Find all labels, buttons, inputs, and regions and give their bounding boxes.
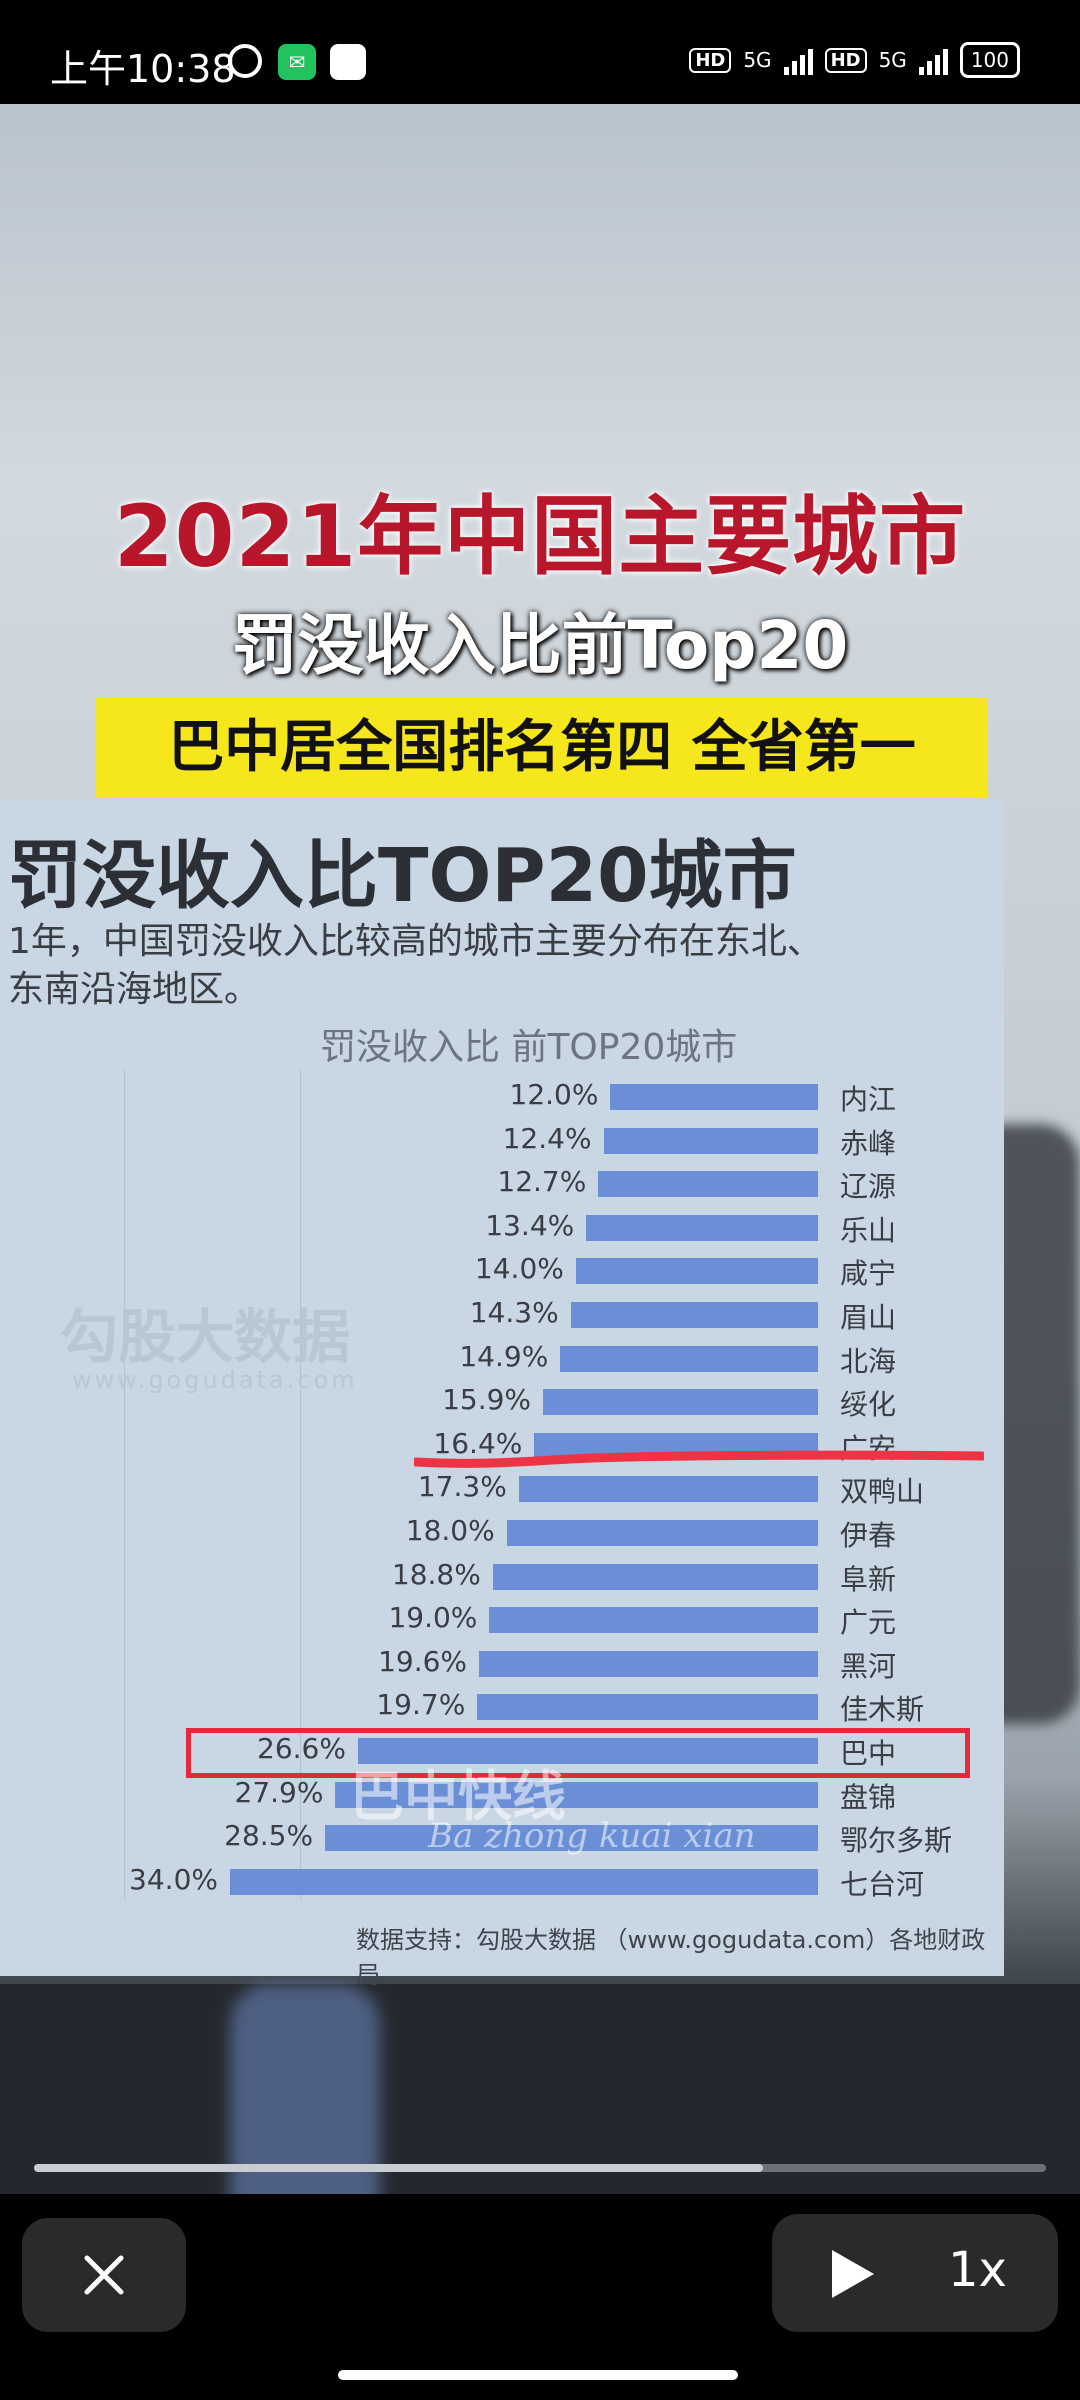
background-floor bbox=[0, 1984, 1080, 2194]
value-label-阜新: 18.8% bbox=[391, 1557, 481, 1591]
value-label-盘锦: 27.9% bbox=[234, 1775, 324, 1809]
status-right-icons: HD 5G HD 5G 100 bbox=[689, 40, 1020, 80]
value-label-广安: 16.4% bbox=[433, 1426, 523, 1460]
bar-辽源 bbox=[598, 1171, 818, 1198]
bar-盘锦 bbox=[335, 1781, 818, 1808]
value-label-眉山: 14.3% bbox=[469, 1296, 559, 1329]
chart-panel: 罚没收入比TOP20城市 1年，中国罚没收入比较高的城市主要分布在东北、 东南沿… bbox=[0, 800, 1004, 1989]
watermark-text: 勾股大数据 bbox=[60, 1303, 351, 1371]
bar-黑河 bbox=[479, 1650, 818, 1677]
category-label-眉山: 眉山 bbox=[840, 1301, 897, 1334]
playback-speed-button[interactable]: 1x bbox=[948, 2242, 1007, 2298]
value-label-内江: 12.0% bbox=[509, 1078, 599, 1111]
watermark-url: www.gogudata.com bbox=[72, 1366, 358, 1394]
bar-双鸭山 bbox=[518, 1476, 818, 1503]
value-label-鄂尔多斯: 28.5% bbox=[224, 1819, 314, 1853]
value-label-北海: 14.9% bbox=[459, 1339, 549, 1373]
bar-内江 bbox=[610, 1084, 818, 1110]
value-label-伊春: 18.0% bbox=[405, 1514, 495, 1547]
close-button[interactable] bbox=[22, 2218, 186, 2332]
bar-广元 bbox=[489, 1607, 818, 1634]
value-label-赤峰: 12.4% bbox=[502, 1121, 592, 1155]
hd-badge: HD bbox=[689, 47, 732, 73]
hd-badge-2: HD bbox=[824, 47, 867, 73]
battery-icon: 100 bbox=[959, 42, 1020, 78]
playback-controls: 1x bbox=[772, 2214, 1058, 2332]
bar-鄂尔多斯 bbox=[325, 1825, 818, 1852]
value-label-辽源: 12.7% bbox=[497, 1165, 587, 1199]
category-label-阜新: 阜新 bbox=[840, 1562, 897, 1596]
category-label-咸宁: 咸宁 bbox=[840, 1257, 897, 1291]
category-label-广元: 广元 bbox=[840, 1606, 897, 1640]
value-label-咸宁: 14.0% bbox=[474, 1252, 564, 1286]
bar-赤峰 bbox=[603, 1127, 818, 1154]
category-label-绥化: 绥化 bbox=[840, 1388, 897, 1422]
value-label-双鸭山: 17.3% bbox=[417, 1470, 507, 1504]
headline-red: 2021年中国主要城市 bbox=[113, 487, 967, 587]
category-label-赤峰: 赤峰 bbox=[840, 1126, 897, 1160]
bar-绥化 bbox=[543, 1389, 818, 1416]
highlight-box bbox=[186, 1728, 970, 1778]
video-progress-bar[interactable] bbox=[34, 2164, 1046, 2172]
bar-七台河 bbox=[230, 1868, 818, 1895]
category-label-辽源: 辽源 bbox=[840, 1170, 897, 1204]
chart-title: 罚没收入比 前TOP20城市 bbox=[320, 1027, 738, 1068]
bar-巴中 bbox=[357, 1738, 818, 1764]
alarm-icon bbox=[228, 44, 262, 78]
category-label-双鸭山: 双鸭山 bbox=[840, 1475, 925, 1509]
category-label-北海: 北海 bbox=[840, 1344, 897, 1378]
data-source: 数据支持：勾股大数据 （www.gogudata.com）各地财政局 bbox=[356, 1926, 986, 1989]
home-indicator[interactable] bbox=[338, 2370, 738, 2380]
value-label-七台河: 34.0% bbox=[129, 1862, 218, 1896]
close-icon bbox=[84, 2255, 124, 2295]
category-label-鄂尔多斯: 鄂尔多斯 bbox=[840, 1824, 953, 1858]
value-label-巴中: 26.6% bbox=[257, 1732, 346, 1765]
bar-眉山 bbox=[570, 1302, 818, 1328]
app-notification-icon bbox=[330, 44, 366, 80]
category-label-盘锦: 盘锦 bbox=[840, 1780, 897, 1814]
signal-icon-2 bbox=[918, 45, 948, 75]
bar-北海 bbox=[560, 1345, 818, 1372]
bar-佳木斯 bbox=[477, 1694, 818, 1721]
player-controls: 1x bbox=[0, 2194, 1080, 2400]
value-label-佳木斯: 19.7% bbox=[376, 1688, 466, 1722]
panel-description-1: 1年，中国罚没收入比较高的城市主要分布在东北、 bbox=[8, 921, 823, 962]
network-label: 5G bbox=[743, 48, 772, 72]
category-label-伊春: 伊春 bbox=[840, 1519, 897, 1552]
panel-description-2: 东南沿海地区。 bbox=[8, 969, 261, 1010]
value-label-黑河: 19.6% bbox=[378, 1644, 468, 1678]
category-label-巴中: 巴中 bbox=[840, 1737, 897, 1770]
chart-gridline bbox=[124, 1070, 125, 1900]
overlay-logo: 巴中快线 bbox=[350, 1765, 566, 1828]
play-icon[interactable] bbox=[832, 2250, 874, 2298]
red-marker-stroke bbox=[414, 1450, 984, 1468]
signal-icon bbox=[783, 45, 813, 75]
panel-title: 罚没收入比TOP20城市 bbox=[8, 833, 797, 919]
status-time: 上午10:38 bbox=[50, 47, 236, 91]
overlay-logo-pinyin: Ba zhong kuai xian bbox=[428, 1816, 756, 1856]
bar-咸宁 bbox=[575, 1258, 818, 1285]
category-label-内江: 内江 bbox=[840, 1083, 897, 1116]
headline-white: 罚没收入比前Top20 bbox=[231, 607, 849, 684]
background-object bbox=[230, 1984, 380, 2194]
bar-阜新 bbox=[492, 1563, 818, 1590]
bar-伊春 bbox=[506, 1520, 818, 1546]
video-progress-fill bbox=[34, 2164, 763, 2172]
headline-yellow-banner: 巴中居全国排名第四 全省第一 bbox=[96, 698, 988, 798]
chart-gridline bbox=[300, 1070, 301, 1900]
category-label-黑河: 黑河 bbox=[840, 1649, 897, 1683]
category-label-佳木斯: 佳木斯 bbox=[840, 1693, 925, 1727]
bar-乐山 bbox=[586, 1214, 818, 1241]
status-bar: 上午10:38 ✉ HD 5G HD 5G 100 bbox=[0, 0, 1080, 104]
value-label-绥化: 15.9% bbox=[442, 1383, 532, 1417]
value-label-乐山: 13.4% bbox=[485, 1208, 575, 1242]
network-label-2: 5G bbox=[878, 48, 907, 72]
value-label-广元: 19.0% bbox=[388, 1601, 478, 1635]
wechat-icon: ✉ bbox=[278, 44, 316, 80]
category-label-乐山: 乐山 bbox=[840, 1213, 897, 1247]
category-label-七台河: 七台河 bbox=[840, 1867, 925, 1901]
